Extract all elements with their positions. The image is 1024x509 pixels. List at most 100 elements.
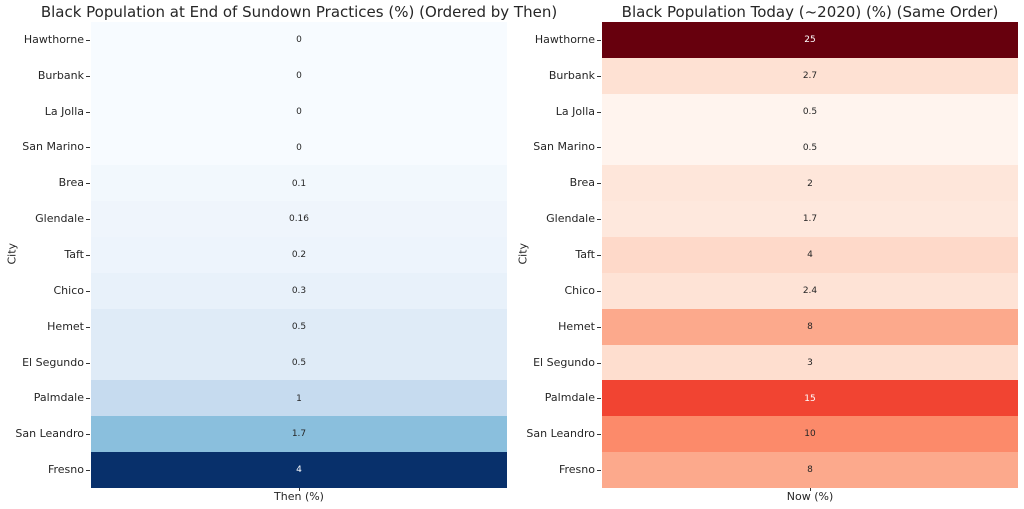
now-cell-value-label: 2.7 xyxy=(802,71,818,82)
now-cell-value-label: 2 xyxy=(807,178,813,189)
then-y-tick-mark xyxy=(86,434,90,436)
then-heatmap-cell: 1.7 xyxy=(91,416,507,453)
then-y-tick-mark xyxy=(86,470,90,472)
then-y-tick-label: Palmdale xyxy=(33,391,84,405)
now-cell-value-label: 3 xyxy=(807,357,813,368)
then-cell-value-label: 0.2 xyxy=(291,250,307,261)
then-heatmap-cell: 0.5 xyxy=(91,308,507,346)
now-cell-value-label: 15 xyxy=(804,393,816,404)
then-y-tick-mark xyxy=(86,398,90,400)
now-cell-value-label: 25 xyxy=(804,35,816,46)
then-cell-value-label: 0 xyxy=(296,35,302,46)
now-y-tick-mark xyxy=(597,75,601,77)
now-cell-value-label: 0.5 xyxy=(802,142,818,153)
then-y-tick-mark xyxy=(86,75,90,77)
then-y-tick-label: Glendale xyxy=(35,212,84,226)
then-cell-value-label: 0 xyxy=(296,71,302,82)
then-heatmap-cell: 1 xyxy=(91,380,507,417)
then-y-tick-label: Hemet xyxy=(47,319,84,333)
now-y-tick-label: Chico xyxy=(564,283,596,297)
now-y-tick-label: La Jolla xyxy=(555,104,595,118)
then-y-tick-label: La Jolla xyxy=(44,104,84,118)
then-cell-value-label: 1.7 xyxy=(291,429,307,440)
then-y-tick-mark xyxy=(86,255,90,256)
then-y-tick-label: El Segundo xyxy=(22,355,84,369)
now-y-tick-label: Burbank xyxy=(548,68,595,82)
now-cell-value-label: 0.5 xyxy=(802,106,818,117)
now-y-tick-mark xyxy=(597,398,601,400)
now-y-axis-label: City xyxy=(516,242,530,265)
then-y-tick-mark xyxy=(86,362,90,364)
then-y-tick-label: Hawthorne xyxy=(23,32,84,46)
then-cell-value-label: 0.5 xyxy=(291,357,307,368)
then-heatmap-cell: 0.1 xyxy=(91,165,507,202)
now-heatmap-cell: 8 xyxy=(602,308,1018,346)
now-heatmap-cell: 2 xyxy=(602,165,1018,202)
then-cell-value-label: 4 xyxy=(296,465,302,476)
then-y-tick-mark xyxy=(86,183,90,185)
now-y-tick-label: San Leandro xyxy=(526,427,595,441)
then-heatmap-cell: 0.5 xyxy=(91,344,507,381)
then-y-tick-label: Burbank xyxy=(37,68,84,82)
then-y-tick-label: Taft xyxy=(64,248,84,261)
then-heatmap-cell: 0.3 xyxy=(91,272,507,310)
then-y-tick-mark xyxy=(86,326,90,328)
then-y-tick-mark xyxy=(86,219,90,221)
then-y-tick-mark xyxy=(86,147,90,149)
now-x-axis-label: Now (%) xyxy=(786,490,834,503)
now-y-tick-label: Glendale xyxy=(546,212,595,226)
then-y-tick-label: San Marino xyxy=(22,140,84,154)
now-y-tick-mark xyxy=(597,255,601,256)
then-heatmap-cell: 0 xyxy=(91,57,507,95)
now-y-tick-label: Taft xyxy=(575,248,595,261)
now-chart-title: Black Population Today (~2020) (%) (Same… xyxy=(621,3,999,21)
now-y-tick-mark xyxy=(597,290,601,292)
then-y-tick-label: Fresno xyxy=(47,463,84,477)
now-heatmap-cell: 1.7 xyxy=(602,201,1018,238)
now-heatmap-cell: 10 xyxy=(602,416,1018,453)
then-y-tick-label: Chico xyxy=(53,283,85,297)
then-y-tick-mark xyxy=(86,39,90,41)
then-cell-value-label: 0 xyxy=(296,106,302,117)
now-heatmap-cell: 2.7 xyxy=(602,57,1018,95)
now-heatmap-cell: 0.5 xyxy=(602,93,1018,131)
now-cell-value-label: 4 xyxy=(807,250,813,261)
then-cell-value-label: 0.16 xyxy=(288,214,310,225)
then-heatmap-cell: 0.2 xyxy=(91,237,507,274)
then-y-tick-mark xyxy=(86,111,90,113)
then-chart-title: Black Population at End of Sundown Pract… xyxy=(40,3,558,21)
then-heatmap-cell: 4 xyxy=(91,452,507,489)
now-y-tick-label: Brea xyxy=(569,176,595,190)
now-heatmap-cell: 15 xyxy=(602,380,1018,417)
then-cell-value-label: 1 xyxy=(296,393,302,404)
now-heatmap-cell: 4 xyxy=(602,237,1018,274)
now-cell-value-label: 10 xyxy=(804,429,816,440)
now-cell-value-label: 8 xyxy=(807,465,813,476)
now-heatmap-cell: 0.5 xyxy=(602,129,1018,166)
now-y-tick-mark xyxy=(597,470,601,472)
now-cell-value-label: 2.4 xyxy=(802,286,818,297)
then-cell-value-label: 0.1 xyxy=(291,178,307,189)
now-y-tick-mark xyxy=(597,362,601,364)
then-x-axis-label: Then (%) xyxy=(274,490,324,503)
then-heatmap-cell: 0.16 xyxy=(91,201,507,238)
now-heatmap-cell: 25 xyxy=(602,22,1018,59)
then-cell-value-label: 0.3 xyxy=(291,286,307,297)
now-y-tick-label: Palmdale xyxy=(544,391,595,405)
now-heatmap-cell: 2.4 xyxy=(602,272,1018,310)
now-cell-value-label: 8 xyxy=(807,321,813,332)
then-heatmap-cell: 0 xyxy=(91,129,507,166)
now-y-tick-mark xyxy=(597,39,601,41)
now-y-tick-label: El Segundo xyxy=(533,355,595,369)
now-x-tick-mark xyxy=(810,488,811,491)
then-y-tick-label: San Leandro xyxy=(15,427,84,441)
now-y-tick-label: San Marino xyxy=(533,140,595,154)
then-x-tick-mark xyxy=(299,488,300,491)
now-y-tick-mark xyxy=(597,326,601,328)
then-heatmap-cell: 0 xyxy=(91,22,507,59)
now-y-tick-label: Fresno xyxy=(558,463,595,477)
now-cell-value-label: 1.7 xyxy=(802,214,818,225)
then-y-axis-label: City xyxy=(5,242,19,265)
then-cell-value-label: 0 xyxy=(296,142,302,153)
then-y-tick-label: Brea xyxy=(58,176,84,190)
